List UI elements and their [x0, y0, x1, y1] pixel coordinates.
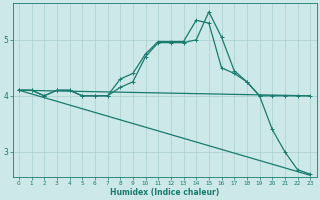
X-axis label: Humidex (Indice chaleur): Humidex (Indice chaleur): [110, 188, 219, 197]
